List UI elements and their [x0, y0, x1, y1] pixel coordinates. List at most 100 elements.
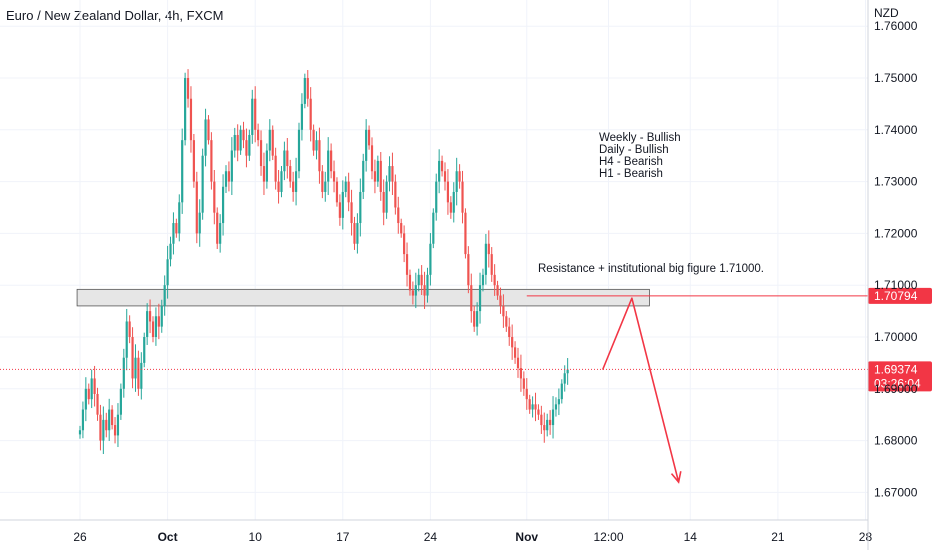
candle-body [84, 388, 87, 410]
projection-path [601, 297, 680, 483]
x-tick-label: 17 [336, 530, 350, 544]
candle-body [102, 419, 105, 441]
candle-body [566, 369, 569, 374]
resistance-price-label: 1.70794 [874, 289, 918, 303]
candle-body [549, 419, 552, 426]
candle-body [362, 160, 365, 192]
candle-body [443, 171, 447, 182]
candle-body [455, 171, 458, 192]
candle-body [473, 311, 476, 327]
candle-body [420, 274, 423, 286]
candle-body [181, 140, 184, 203]
candle-body [563, 373, 566, 384]
resistance-box [76, 288, 650, 307]
candle-body [461, 181, 464, 213]
candle-body [476, 311, 479, 327]
candle-body [245, 140, 248, 156]
candle-body [157, 316, 160, 327]
candle-body [81, 409, 85, 431]
candle-body [467, 254, 470, 286]
candle-body [508, 326, 511, 337]
candle-body [163, 285, 166, 306]
candle-body [540, 414, 543, 426]
candle-body [259, 140, 263, 167]
candle-body [113, 425, 117, 436]
candle-body [511, 337, 514, 348]
candle-body [513, 347, 517, 358]
candle-body [286, 150, 289, 167]
candle-body [239, 129, 242, 151]
x-tick-label: 12:00 [594, 530, 624, 544]
candle-body [265, 150, 268, 182]
y-tick-label: 1.74000 [874, 123, 918, 137]
candle-body [388, 166, 391, 182]
candle-body [493, 274, 496, 286]
candle-body [516, 357, 520, 369]
candle-body [192, 140, 195, 182]
candle-body [481, 274, 485, 286]
candle-body [306, 78, 309, 99]
y-tick-label: 1.76000 [874, 19, 918, 33]
candle-body [309, 98, 312, 130]
candle-body [557, 399, 560, 405]
bias-note-line: H1 - Bearish [599, 168, 663, 180]
candle-body [365, 129, 368, 161]
candle-body [537, 409, 540, 415]
candle-body [327, 150, 330, 182]
candle-body [195, 181, 198, 234]
candle-body [169, 243, 172, 260]
candle-body [297, 129, 301, 172]
candle-body [166, 259, 169, 286]
candle-body [426, 274, 429, 296]
candle-body [315, 140, 318, 151]
candle-body [400, 223, 403, 234]
candle-body [543, 425, 546, 431]
candle-body [353, 223, 356, 244]
bias-note-line: H4 - Bearish [599, 156, 663, 168]
candle-body [160, 305, 163, 327]
candle-body [201, 155, 204, 213]
currency-label: NZD [874, 6, 899, 20]
candle-body [449, 202, 452, 213]
candle-body [283, 150, 286, 172]
candle-body [189, 98, 193, 141]
candle-body [382, 191, 385, 213]
x-tick-label: 24 [424, 530, 438, 544]
candle-body [452, 191, 455, 213]
candle-body [143, 337, 146, 363]
candle-body [108, 409, 111, 431]
y-tick-label: 1.68000 [874, 434, 918, 448]
candle-body [470, 285, 473, 312]
candle-body [289, 166, 292, 182]
x-tick-label: Nov [515, 530, 538, 544]
candle-body [367, 129, 371, 146]
bias-note-line: Weekly - Bullish [599, 132, 681, 144]
candle-body [128, 321, 131, 337]
candle-body [554, 404, 558, 410]
resistance-note: Resistance + institutional big figure 1.… [538, 263, 764, 275]
x-tick-label: 10 [249, 530, 263, 544]
candle-body [186, 78, 190, 99]
candle-body [411, 290, 414, 296]
candle-body [172, 223, 175, 244]
candle-body [204, 119, 207, 156]
candle-body [525, 388, 528, 400]
candle-body [99, 414, 102, 441]
candle-body [262, 166, 266, 182]
candle-body [219, 223, 222, 244]
candle-body [213, 181, 216, 213]
candle-body [440, 160, 444, 172]
candle-body [216, 212, 219, 244]
candle-body [230, 150, 233, 182]
y-tick-label: 1.69000 [874, 382, 918, 396]
candle-body [321, 171, 324, 192]
candle-body [522, 378, 525, 389]
countdown-label: 03:26:04 [874, 376, 921, 390]
candle-body [408, 274, 412, 291]
candle-body [484, 243, 487, 275]
candle-body [227, 171, 231, 182]
candle-body [435, 181, 438, 213]
